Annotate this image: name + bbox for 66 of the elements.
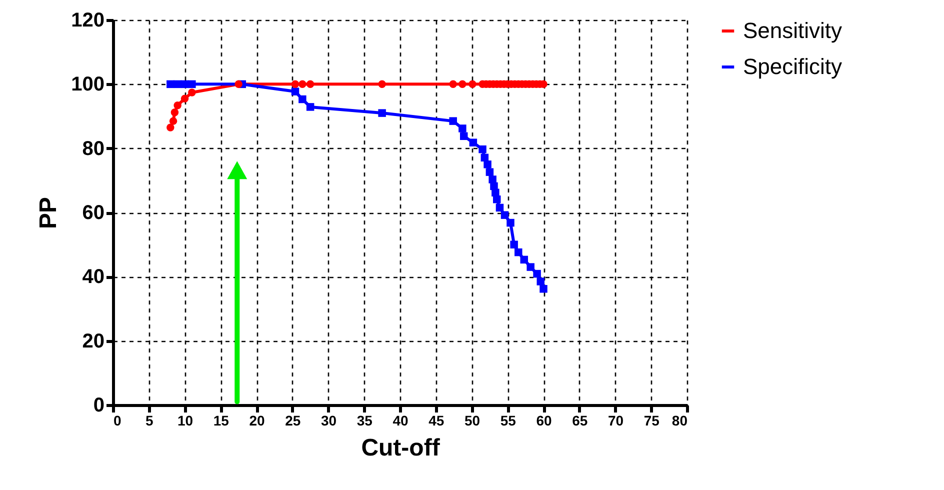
point — [170, 108, 179, 116]
x-tick-label: 55 — [500, 412, 516, 428]
point — [169, 117, 178, 125]
point — [291, 88, 300, 96]
x-axis-title: Cut-off — [361, 434, 441, 462]
point — [306, 80, 314, 88]
x-tick-label: 30 — [320, 412, 337, 428]
point — [449, 80, 457, 88]
x-tick-label: 40 — [392, 412, 408, 428]
point — [458, 80, 466, 88]
x-tick-label: 0 — [114, 412, 122, 428]
y-tick-label: 20 — [82, 330, 104, 352]
point — [488, 176, 496, 184]
x-tick-label: 65 — [572, 412, 588, 428]
point — [298, 80, 306, 88]
x-tick-label: 25 — [285, 412, 301, 428]
point — [298, 95, 306, 104]
x-tick-label: 15 — [213, 412, 230, 428]
point — [520, 256, 528, 264]
point — [291, 80, 300, 88]
x-tick-label: 50 — [464, 412, 480, 428]
point — [526, 263, 534, 271]
x-tick-label: 75 — [644, 412, 660, 428]
point — [378, 80, 386, 88]
x-tick-label: 70 — [608, 412, 624, 428]
point — [188, 88, 196, 96]
y-tick-label: 60 — [82, 202, 104, 224]
legend-label: Specificity — [743, 54, 842, 79]
x-tick-label: 10 — [177, 412, 194, 428]
point — [180, 94, 189, 102]
point — [460, 132, 468, 140]
y-tick-label: 100 — [71, 74, 104, 96]
point — [533, 270, 541, 278]
point — [188, 80, 196, 88]
point — [469, 138, 478, 146]
y-tick-label: 120 — [71, 10, 104, 32]
point — [166, 80, 174, 88]
y-tick-label: 40 — [82, 266, 104, 288]
x-tick-label: 45 — [428, 412, 444, 428]
point — [174, 101, 182, 110]
point — [449, 117, 457, 125]
point — [458, 124, 466, 132]
x-tick-label: 35 — [356, 412, 373, 428]
point — [478, 145, 486, 154]
point — [306, 103, 314, 111]
point — [514, 248, 522, 256]
point — [496, 204, 504, 212]
point — [378, 109, 386, 117]
point — [484, 160, 492, 168]
point — [506, 218, 514, 227]
y-tick-label: 80 — [82, 138, 104, 160]
x-tick-label: 80 — [672, 412, 688, 428]
point — [480, 154, 489, 162]
point — [468, 80, 476, 88]
x-tick-label: 5 — [145, 412, 154, 428]
point — [540, 284, 548, 293]
point — [536, 278, 545, 286]
point — [500, 211, 509, 219]
x-tick-label: 60 — [536, 412, 552, 428]
y-axis-title: PP — [35, 196, 62, 230]
point — [486, 168, 494, 176]
point — [166, 124, 174, 132]
x-tick-label: 20 — [249, 412, 265, 428]
point — [510, 240, 518, 248]
legend-label: Sensitivity — [743, 18, 842, 43]
point — [234, 80, 242, 88]
